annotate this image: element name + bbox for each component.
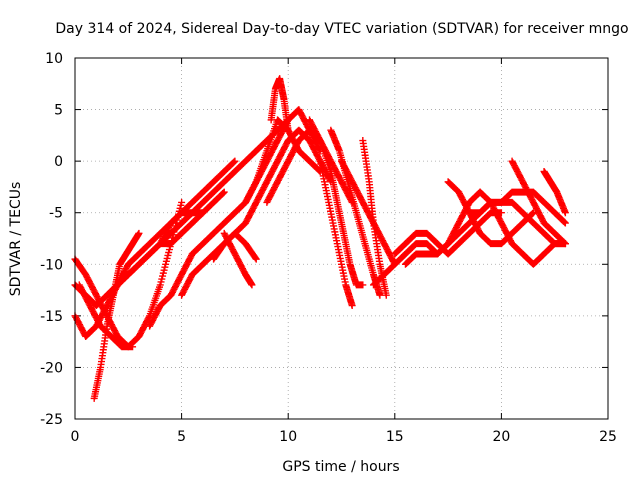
x-tick-label: 20: [492, 429, 510, 445]
series-track-25: [476, 188, 569, 268]
x-axis-label: GPS time / hours: [282, 459, 399, 475]
series-track-06: [103, 188, 228, 299]
x-tick-label: 25: [599, 429, 617, 445]
series-track-19: [359, 137, 390, 299]
y-tick-label: 0: [54, 154, 63, 170]
series-track-18: [338, 157, 399, 268]
chart-title: Day 314 of 2024, Sidereal Day-to-day VTE…: [55, 21, 628, 37]
data-point: [220, 229, 256, 289]
x-tick-label: 10: [279, 429, 297, 445]
y-axis-label: SDTVAR / TECUs: [8, 182, 24, 297]
y-tick-label: 10: [45, 51, 63, 67]
data-point: [476, 188, 569, 268]
y-tick-label: -15: [40, 309, 63, 325]
series-track-17: [316, 157, 356, 310]
series-track-13: [267, 75, 292, 134]
data-point: [359, 137, 390, 299]
series-track-15: [306, 116, 367, 289]
series-track-11: [220, 229, 256, 289]
x-tick-label: 0: [71, 429, 80, 445]
y-tick-label: 5: [54, 103, 63, 119]
data-point: [156, 209, 207, 248]
x-tick-label: 15: [386, 429, 404, 445]
y-tick-label: -20: [40, 360, 63, 376]
series-track-27: [540, 167, 569, 217]
plot-frame: [74, 57, 609, 420]
y-tick-label: -5: [49, 206, 63, 222]
series-track-26: [508, 157, 569, 248]
axis-ticks: 0 5 10 15 20 25 -25 -20 -15 -10 -5 0 5 10: [40, 51, 617, 445]
data-point: [75, 281, 137, 351]
data-point: [267, 75, 292, 134]
series-track-23: [444, 178, 537, 248]
series-track-04: [75, 281, 137, 351]
data-point: [508, 157, 569, 248]
data-point: [316, 157, 356, 310]
data-point: [103, 188, 228, 299]
plot-area: [71, 75, 569, 402]
data-point: [338, 157, 399, 268]
y-tick-label: -25: [40, 412, 63, 428]
data-point: [444, 178, 537, 248]
data-point: [306, 116, 367, 289]
series-track-08: [156, 209, 207, 248]
x-tick-label: 5: [177, 429, 186, 445]
data-point: [540, 167, 569, 217]
y-tick-label: -10: [40, 257, 63, 273]
